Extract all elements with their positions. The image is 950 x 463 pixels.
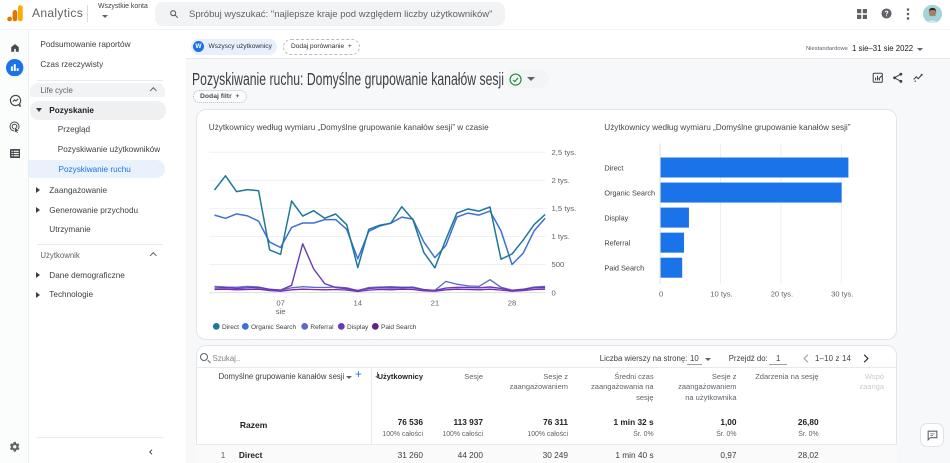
- svg-text:Referral: Referral: [604, 239, 630, 248]
- svg-text:Display: Display: [347, 324, 369, 331]
- svg-text:30 tys.: 30 tys.: [831, 289, 853, 298]
- svg-text:1,5 tys.: 1,5 tys.: [552, 204, 577, 213]
- svg-text:10 tys.: 10 tys.: [710, 289, 732, 298]
- svg-text:500: 500: [552, 260, 565, 269]
- svg-text:0: 0: [659, 289, 663, 298]
- svg-text:Referral: Referral: [310, 324, 334, 331]
- svg-text:07: 07: [276, 299, 285, 308]
- svg-text:14: 14: [353, 299, 362, 308]
- svg-text:20 tys.: 20 tys.: [771, 289, 793, 298]
- svg-text:Direct: Direct: [604, 164, 623, 173]
- svg-text:Direct: Direct: [222, 324, 239, 331]
- svg-text:Paid Search: Paid Search: [604, 264, 644, 273]
- svg-text:Organic Search: Organic Search: [251, 324, 297, 331]
- svg-text:sie: sie: [276, 307, 286, 316]
- svg-text:1 tys.: 1 tys.: [552, 232, 570, 241]
- svg-text:0: 0: [552, 288, 556, 297]
- svg-text:2 tys.: 2 tys.: [552, 176, 570, 185]
- svg-text:Paid Search: Paid Search: [381, 324, 417, 331]
- svg-text:28: 28: [508, 299, 517, 308]
- svg-text:21: 21: [431, 299, 440, 308]
- svg-text:Organic Search: Organic Search: [604, 189, 655, 198]
- svg-text:2,5 tys.: 2,5 tys.: [552, 148, 577, 157]
- svg-text:Display: Display: [604, 214, 628, 223]
